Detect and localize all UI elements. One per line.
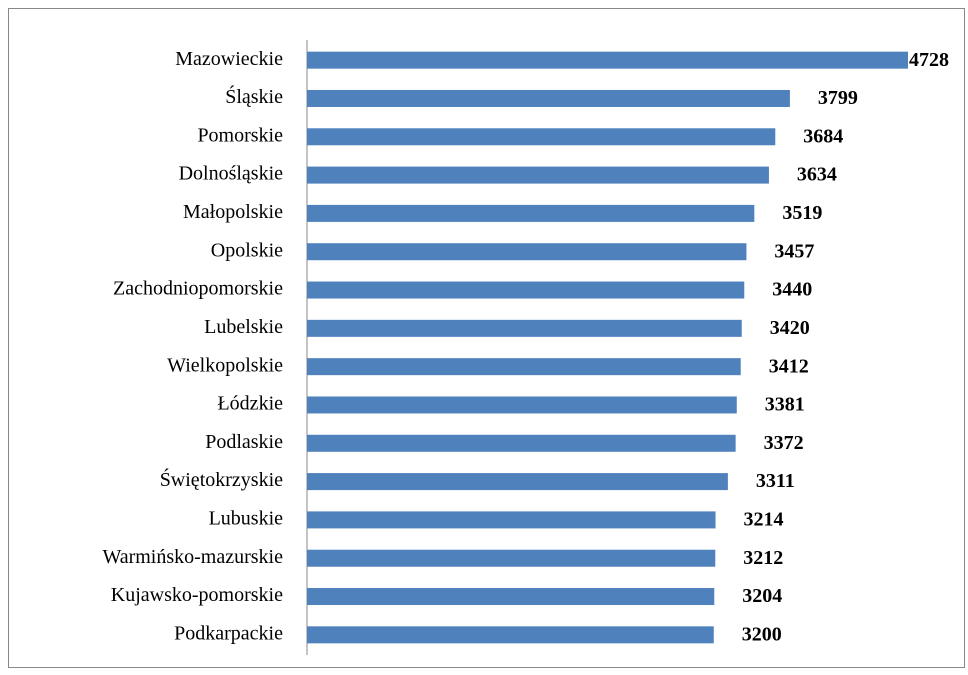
y-tick-label: Wielkopolskie (167, 354, 283, 376)
y-tick-label: Zachodniopomorskie (113, 278, 283, 300)
data-label: 3372 (764, 432, 804, 454)
bar (307, 358, 741, 376)
bar (307, 434, 736, 452)
bar (307, 588, 715, 606)
data-label: 3381 (765, 394, 805, 416)
bar (307, 473, 728, 491)
y-tick-label: Lubelskie (204, 316, 283, 338)
bar (307, 204, 755, 222)
y-tick-label: Lubuskie (209, 508, 284, 530)
bar (307, 166, 769, 184)
y-tick-label: Świętokrzyskie (160, 467, 283, 491)
data-label: 3204 (742, 585, 782, 607)
bar (307, 511, 716, 529)
data-label: 3440 (772, 279, 812, 301)
y-tick-label: Podlaskie (205, 431, 283, 453)
data-label: 3214 (744, 509, 784, 531)
y-tick-label: Podkarpackie (174, 622, 283, 644)
bar (307, 281, 745, 299)
data-label: 3684 (803, 125, 843, 147)
y-tick-label: Pomorskie (197, 124, 283, 146)
data-label: 4728 (909, 49, 949, 71)
y-tick-label: Dolnośląskie (179, 163, 284, 185)
bar (307, 51, 908, 69)
y-tick-label: Warmińsko-mazurskie (102, 546, 283, 568)
data-label: 3212 (743, 547, 783, 569)
y-tick-label: Kujawsko-pomorskie (111, 584, 283, 606)
y-tick-label: Śląskie (225, 84, 283, 108)
bar (307, 128, 776, 146)
bar (307, 549, 716, 567)
y-tick-label: Małopolskie (183, 201, 283, 223)
data-label: 3519 (782, 202, 822, 224)
y-tick-label: Mazowieckie (175, 48, 283, 70)
data-label: 3200 (742, 623, 782, 645)
bar (307, 319, 742, 337)
y-tick-label: Łódzkie (217, 393, 283, 415)
data-label: 3420 (770, 317, 810, 339)
data-label: 3412 (769, 355, 809, 377)
y-tick-label: Opolskie (211, 239, 283, 261)
data-label: 3634 (797, 164, 837, 186)
bar (307, 626, 714, 644)
bar (307, 243, 747, 261)
data-label: 3799 (818, 87, 858, 109)
data-label: 3457 (774, 240, 814, 262)
bar (307, 396, 737, 414)
data-label: 3311 (756, 470, 795, 492)
bar (307, 89, 790, 107)
